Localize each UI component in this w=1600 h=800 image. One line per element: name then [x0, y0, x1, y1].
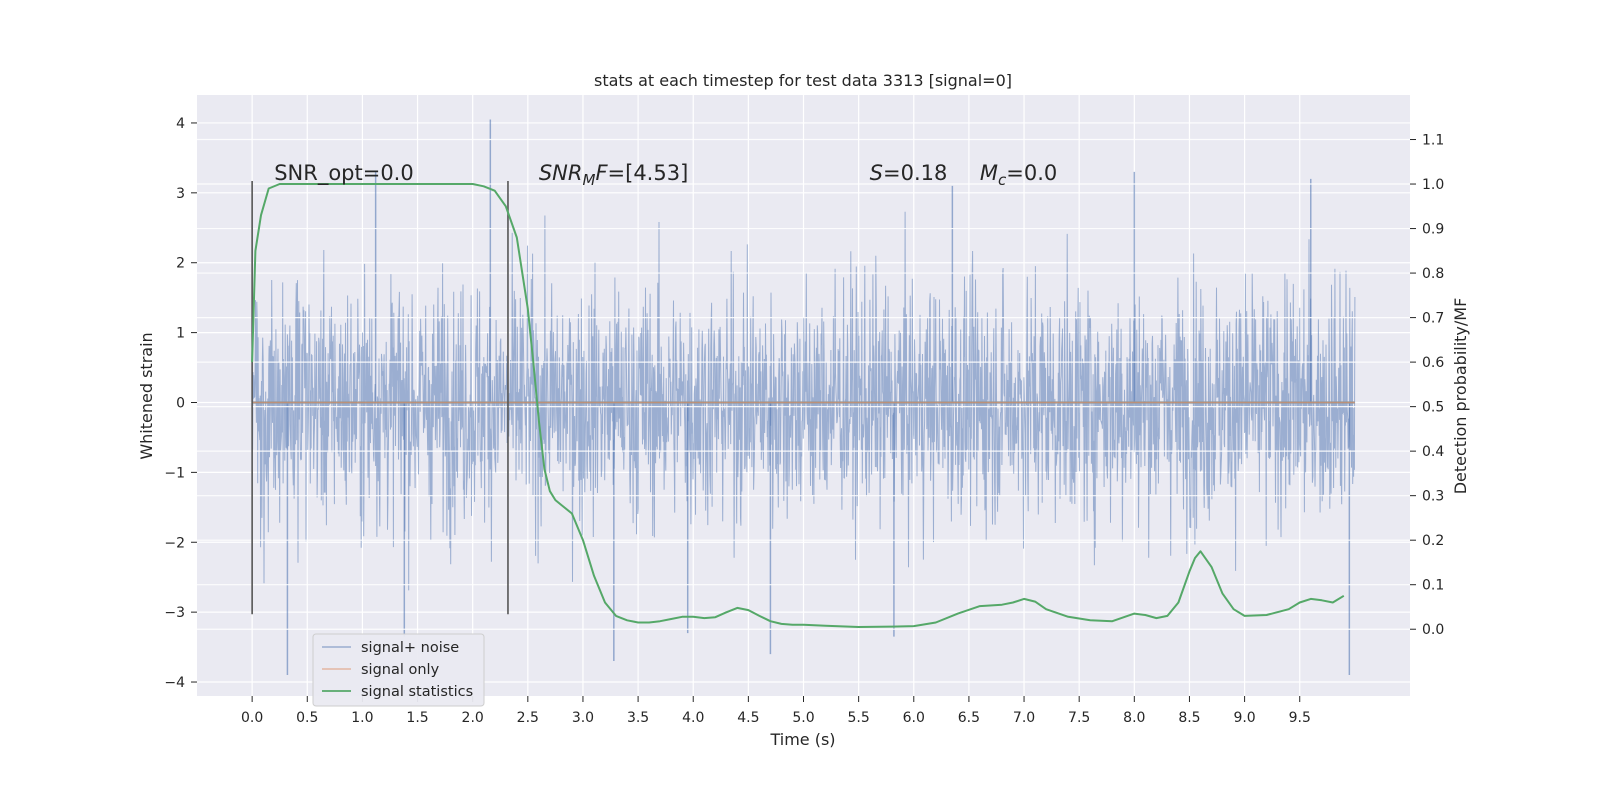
x-tick-label: 6.5 — [958, 710, 980, 726]
x-tick-label: 0.0 — [241, 710, 263, 726]
y-axis-ticks: 4 3 2 1 0 −1 −2 −3 −4 — [164, 116, 197, 691]
x-tick-label: 7.5 — [1068, 710, 1090, 726]
x-tick-label: 1.5 — [406, 710, 428, 726]
legend: signal+ noise signal only signal statist… — [312, 633, 485, 707]
x-tick-label: 5.0 — [792, 710, 814, 726]
y2-tick-label: 0.0 — [1422, 622, 1444, 638]
x-tick-label: 8.0 — [1123, 710, 1145, 726]
y-tick-label: 4 — [176, 116, 185, 132]
x-tick-label: 2.0 — [462, 710, 484, 726]
y2-tick-label: 0.1 — [1422, 578, 1444, 594]
y2-tick-label: 0.2 — [1422, 533, 1444, 549]
x-tick-label: 9.0 — [1233, 710, 1255, 726]
y-tick-label: −4 — [164, 675, 185, 691]
y2-tick-label: 1.1 — [1422, 133, 1444, 149]
x-tick-label: 4.0 — [682, 710, 704, 726]
y2-tick-label: 0.7 — [1422, 311, 1444, 327]
y-tick-label: 0 — [176, 395, 185, 411]
y-tick-label: 3 — [176, 186, 185, 202]
y-tick-label: −2 — [164, 535, 185, 551]
y-tick-label: −1 — [164, 465, 185, 481]
y-tick-label: 1 — [176, 326, 185, 342]
y2-axis-title: Detection probability/MF — [1451, 298, 1470, 495]
y2-tick-label: 0.6 — [1422, 355, 1444, 371]
x-tick-label: 1.0 — [351, 710, 373, 726]
x-tick-label: 2.5 — [517, 710, 539, 726]
y2-tick-label: 0.4 — [1422, 444, 1444, 460]
annotation: SNRMF=[4.53] — [539, 161, 688, 189]
legend-label-noise: signal+ noise — [361, 640, 459, 656]
legend-label-statistics: signal statistics — [361, 684, 473, 700]
chart-title: stats at each timestep for test data 331… — [594, 71, 1012, 90]
x-tick-label: 9.5 — [1289, 710, 1311, 726]
x-tick-label: 5.5 — [848, 710, 870, 726]
x-tick-label: 3.0 — [572, 710, 594, 726]
statistics-line — [251, 183, 1345, 628]
x-tick-label: 8.5 — [1178, 710, 1200, 726]
y2-axis-ticks: 1.1 1.0 0.9 0.8 0.7 0.6 0.5 0.4 0.3 0.2 0.1 0.0 — [1410, 133, 1444, 638]
grid-overlay — [197, 138, 1410, 630]
y2-tick-label: 1.0 — [1422, 177, 1444, 193]
y2-tick-label: 0.5 — [1422, 400, 1444, 416]
legend-label-signal-only: signal only — [361, 662, 440, 678]
x-tick-label: 4.5 — [737, 710, 759, 726]
y-tick-label: −3 — [164, 605, 185, 621]
y2-tick-label: 0.8 — [1422, 266, 1444, 282]
x-axis-title: Time (s) — [769, 730, 835, 749]
legend-box — [312, 633, 485, 707]
annotations: SNR_opt=0.0 SNRMF=[4.53] S=0.18 Mc=0.0 — [274, 161, 1057, 189]
annotation: Mc=0.0 — [980, 161, 1057, 189]
x-tick-label: 7.0 — [1013, 710, 1035, 726]
x-tick-label: 0.5 — [296, 710, 318, 726]
x-axis-ticks: 0.0 0.5 1.0 1.5 2.0 2.5 3.0 3.5 4.0 4.5 5.0 5.5 6.0 6… — [241, 696, 1311, 726]
segment-markers — [251, 180, 509, 615]
x-tick-label: 3.5 — [627, 710, 649, 726]
x-tick-label: 6.0 — [903, 710, 925, 726]
y-tick-label: 2 — [176, 256, 185, 272]
y2-tick-label: 0.3 — [1422, 489, 1444, 505]
annotation: SNR_opt=0.0 — [274, 161, 414, 186]
annotation: S=0.18 — [870, 161, 948, 185]
signal-statistics-series — [251, 183, 1345, 628]
y-axis-title: Whitened strain — [137, 332, 156, 459]
y2-tick-label: 0.9 — [1422, 222, 1444, 238]
